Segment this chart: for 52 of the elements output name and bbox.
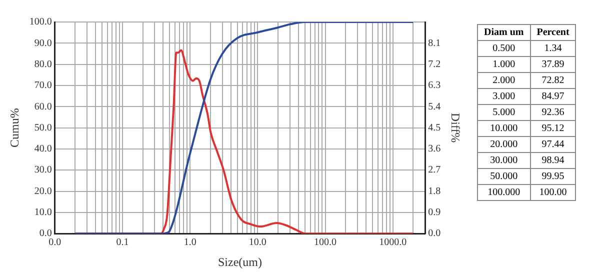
category-label: 3.000: [478, 88, 530, 104]
y-tick-label: 30.0: [34, 164, 52, 176]
x-axis-title: Size(um): [218, 254, 262, 269]
text: 97.44: [542, 139, 564, 150]
text: 99.95: [542, 171, 564, 182]
y-tick-label: 0.0: [39, 228, 52, 240]
y-tick-label: 90.0: [34, 38, 52, 49]
category-label: 1.000: [478, 56, 530, 72]
text: Diam um: [478, 24, 530, 40]
y-tick-label: 100.0: [29, 16, 52, 28]
y-tick-label: 40.0: [34, 144, 52, 155]
y-axis-title: Cumu%: [7, 108, 22, 148]
x-tick-label: 10.0: [248, 237, 266, 248]
y-tick-label: 20.0: [34, 186, 52, 197]
y2-tick-label: 3.6: [428, 144, 441, 155]
y2-tick-label: 4.5: [428, 122, 441, 134]
x-tick-label: 0.0: [48, 237, 62, 248]
category-label: 5.000: [478, 104, 530, 120]
y2-tick-label: 0.9: [428, 207, 441, 218]
y2-tick-label: 5.4: [428, 101, 441, 112]
category-label: 20.000: [478, 136, 530, 152]
x-tick-label: 100.0: [314, 237, 337, 248]
y2-tick-label: 8.1: [428, 38, 441, 49]
category-label: 30.000: [478, 152, 530, 168]
y2-tick-label: 7.2: [428, 58, 441, 70]
y2-tick-label: 2.7: [428, 164, 441, 176]
y2-tick-label: 6.3: [428, 80, 441, 92]
text: 98.94: [542, 155, 564, 166]
category-label: 10.000: [478, 120, 530, 136]
category-label: 100.000: [478, 184, 530, 200]
x-tick-label: 1.0: [184, 237, 196, 248]
y-tick-label: 60.0: [34, 101, 52, 112]
text: 95.12: [542, 123, 564, 134]
category-label: 2.000: [478, 72, 530, 88]
text: 100.00: [539, 187, 567, 198]
x-tick-label: 0.1: [116, 237, 129, 248]
text: 1.34: [544, 43, 562, 54]
y2-tick-label: 1.8: [428, 186, 441, 197]
y2-axis-title: Diff%: [448, 112, 463, 143]
text: 72.82: [542, 75, 564, 86]
x-tick-label: 1000.0: [379, 237, 407, 248]
text: Percent: [530, 24, 576, 40]
y-tick-label: 10.0: [34, 207, 52, 218]
text: 84.97: [542, 91, 564, 102]
y-tick-label: 80.0: [34, 58, 52, 70]
category-label: 50.000: [478, 168, 530, 184]
y2-tick-label: 0.0: [428, 228, 441, 240]
y-tick-label: 70.0: [34, 80, 52, 92]
text: 92.36: [542, 107, 564, 118]
category-label: 0.500: [478, 40, 530, 56]
y-tick-label: 50.0: [34, 122, 52, 134]
text: 37.89: [542, 59, 564, 70]
